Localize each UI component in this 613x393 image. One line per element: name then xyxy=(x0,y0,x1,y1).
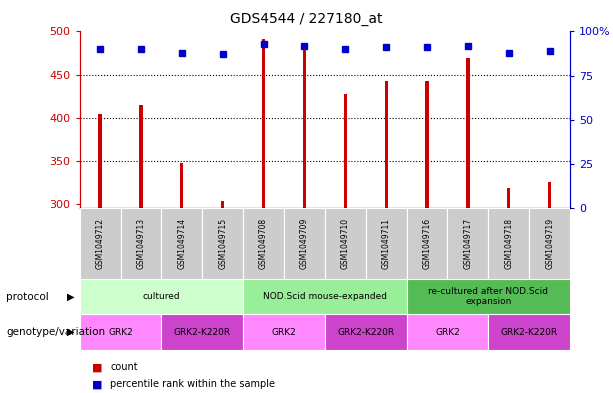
Text: GSM1049708: GSM1049708 xyxy=(259,218,268,269)
Bar xyxy=(489,208,529,279)
Bar xyxy=(447,208,489,279)
Bar xyxy=(80,208,121,279)
Bar xyxy=(121,208,161,279)
Bar xyxy=(507,189,511,208)
Text: GSM1049709: GSM1049709 xyxy=(300,218,309,269)
Bar xyxy=(243,208,284,279)
Text: GSM1049713: GSM1049713 xyxy=(137,218,145,269)
Bar xyxy=(180,163,183,208)
Text: protocol: protocol xyxy=(6,292,49,302)
Text: GRK2-K220R: GRK2-K220R xyxy=(337,328,394,336)
Text: NOD.Scid mouse-expanded: NOD.Scid mouse-expanded xyxy=(263,292,387,301)
Bar xyxy=(529,208,570,279)
Bar xyxy=(161,314,243,350)
Text: GSM1049719: GSM1049719 xyxy=(545,218,554,269)
Text: GSM1049711: GSM1049711 xyxy=(382,218,390,269)
Bar xyxy=(262,39,265,208)
Bar xyxy=(80,279,243,314)
Bar xyxy=(406,208,447,279)
Text: GSM1049715: GSM1049715 xyxy=(218,218,227,269)
Text: GRK2: GRK2 xyxy=(435,328,460,336)
Text: ▶: ▶ xyxy=(67,327,74,337)
Text: GRK2-K220R: GRK2-K220R xyxy=(501,328,558,336)
Bar xyxy=(80,314,161,350)
Text: GSM1049710: GSM1049710 xyxy=(341,218,350,269)
Text: re-cultured after NOD.Scid
expansion: re-cultured after NOD.Scid expansion xyxy=(428,287,549,307)
Bar xyxy=(243,314,325,350)
Bar xyxy=(284,208,325,279)
Bar xyxy=(202,208,243,279)
Text: ■: ■ xyxy=(92,379,102,389)
Bar xyxy=(325,208,366,279)
Text: GSM1049714: GSM1049714 xyxy=(177,218,186,269)
Bar xyxy=(406,279,570,314)
Bar xyxy=(243,279,406,314)
Bar xyxy=(489,314,570,350)
Bar xyxy=(466,58,470,208)
Bar xyxy=(139,105,143,208)
Text: GSM1049717: GSM1049717 xyxy=(463,218,473,269)
Text: ▶: ▶ xyxy=(67,292,74,302)
Bar xyxy=(425,81,428,208)
Text: GRK2: GRK2 xyxy=(272,328,297,336)
Text: count: count xyxy=(110,362,138,373)
Text: genotype/variation: genotype/variation xyxy=(6,327,105,337)
Text: ■: ■ xyxy=(92,362,102,373)
Bar xyxy=(221,201,224,208)
Bar xyxy=(99,114,102,208)
Bar xyxy=(548,182,551,208)
Text: GRK2-K220R: GRK2-K220R xyxy=(173,328,231,336)
Text: GDS4544 / 227180_at: GDS4544 / 227180_at xyxy=(230,12,383,26)
Bar xyxy=(366,208,406,279)
Text: GSM1049716: GSM1049716 xyxy=(422,218,432,269)
Text: GSM1049718: GSM1049718 xyxy=(504,218,513,269)
Bar xyxy=(384,81,388,208)
Bar xyxy=(344,94,347,208)
Text: GRK2: GRK2 xyxy=(108,328,133,336)
Text: percentile rank within the sample: percentile rank within the sample xyxy=(110,379,275,389)
Text: cultured: cultured xyxy=(143,292,180,301)
Bar xyxy=(161,208,202,279)
Bar xyxy=(406,314,489,350)
Bar xyxy=(325,314,406,350)
Text: GSM1049712: GSM1049712 xyxy=(96,218,105,269)
Bar xyxy=(303,48,306,208)
